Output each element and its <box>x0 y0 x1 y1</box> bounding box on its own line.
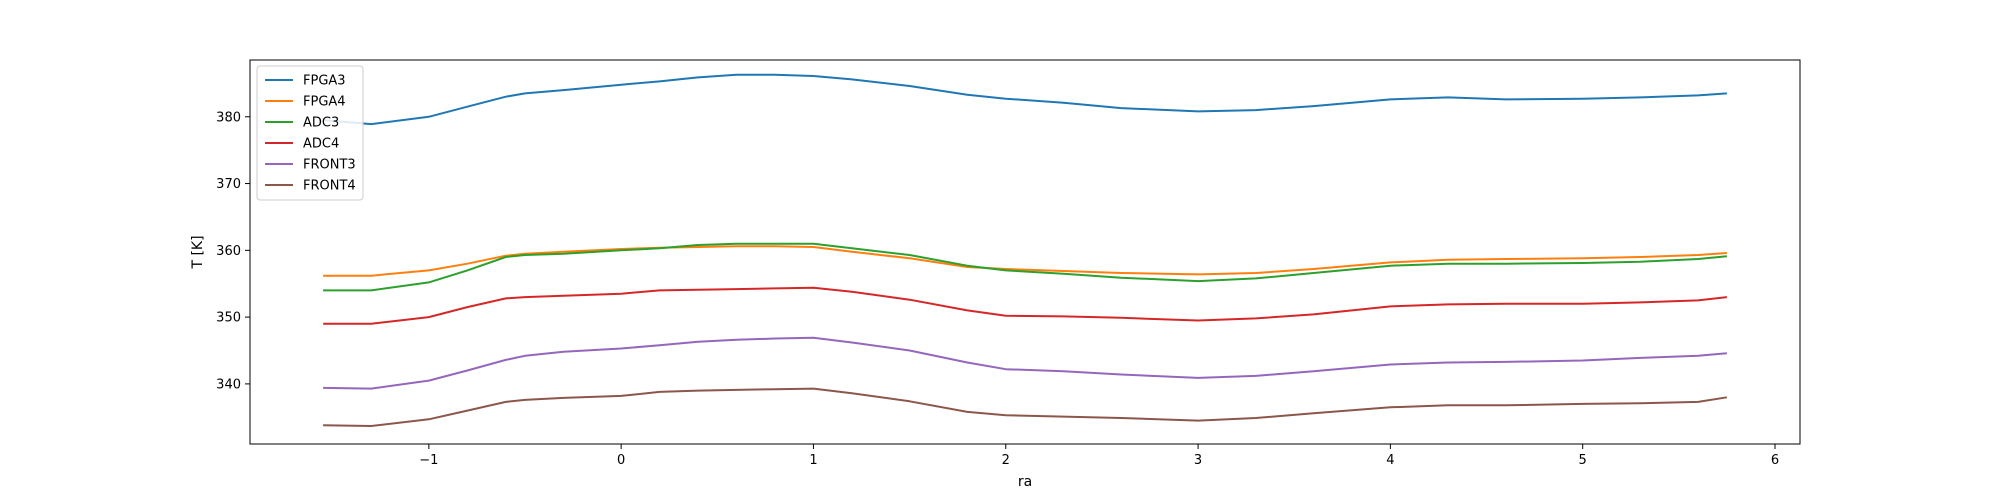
x-tick-label: 5 <box>1579 453 1587 468</box>
series-line-fpga3 <box>323 73 1727 126</box>
y-tick-label: 350 <box>216 311 241 326</box>
x-tick-label: 4 <box>1386 453 1394 468</box>
x-tick-label: −1 <box>419 453 438 468</box>
x-axis-label: ra <box>1018 474 1032 490</box>
legend-label: ADC3 <box>303 116 339 131</box>
legend-label: ADC4 <box>303 137 339 152</box>
y-axis: 340 350 360 370 380 <box>216 110 250 392</box>
plot-frame <box>249 59 1801 445</box>
legend: FPGA3 FPGA4 ADC3 ADC4 FRONT3 FRONT4 <box>256 65 364 201</box>
series-line-fpga4 <box>323 245 1727 277</box>
y-axis-label: T [K] <box>190 235 206 269</box>
legend-box <box>256 65 364 201</box>
y-tick-label: 360 <box>216 244 241 259</box>
series-line-front4 <box>323 387 1728 427</box>
x-tick-label: 0 <box>617 453 625 468</box>
x-tick-label: 1 <box>809 453 817 468</box>
y-tick-label: 380 <box>216 110 241 125</box>
x-axis: −1 0 1 2 3 4 5 6 <box>419 444 1779 468</box>
legend-label: FPGA4 <box>303 95 346 110</box>
x-tick-label: 2 <box>1002 453 1010 468</box>
x-tick-label: 6 <box>1771 453 1779 468</box>
legend-label: FRONT3 <box>303 158 356 173</box>
legend-label: FRONT4 <box>303 179 356 194</box>
y-tick-label: 370 <box>216 177 241 192</box>
series-line-front3 <box>323 336 1727 390</box>
plot-lines <box>323 73 1728 427</box>
series-line-adc3 <box>323 242 1727 292</box>
series-line-adc4 <box>323 286 1728 325</box>
x-tick-label: 3 <box>1194 453 1202 468</box>
legend-label: FPGA3 <box>303 74 346 89</box>
y-tick-label: 340 <box>216 377 241 392</box>
